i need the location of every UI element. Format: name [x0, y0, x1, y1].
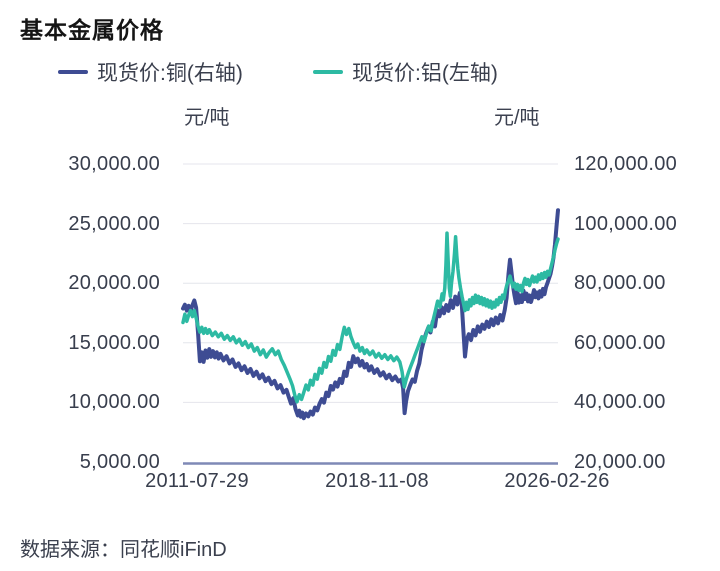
copper-line-swatch — [58, 70, 88, 74]
right-axis-tick: 20,000.00 — [574, 451, 666, 473]
right-axis-tick: 120,000.00 — [574, 153, 678, 175]
legend-label-copper: 现货价:铜(右轴) — [97, 62, 243, 85]
chart-legend: 现货价:铜(右轴) 现货价:铝(左轴) — [0, 57, 720, 85]
left-axis-tick: 30,000.00 — [68, 153, 160, 175]
left-axis-tick: 15,000.00 — [68, 332, 160, 354]
legend-item-copper[interactable]: 现货价:铜(右轴) — [58, 57, 243, 87]
data-source-label: 数据来源：同花顺iFinD — [20, 539, 227, 561]
left-axis-tick: 25,000.00 — [68, 213, 160, 235]
copper-price-line — [181, 208, 560, 421]
right-axis-tick: 100,000.00 — [574, 213, 678, 235]
x-axis-tick: 2011-07-29 — [145, 470, 249, 492]
aluminum-line-swatch — [313, 70, 343, 74]
left-axis-unit: 元/吨 — [184, 107, 230, 129]
page-title: 基本金属价格 — [20, 17, 164, 43]
legend-item-aluminum[interactable]: 现货价:铝(左轴) — [313, 57, 498, 87]
x-axis-tick: 2026-02-26 — [504, 470, 610, 492]
left-axis-tick: 20,000.00 — [68, 272, 160, 294]
right-axis-tick: 80,000.00 — [574, 272, 666, 294]
left-axis-tick: 5,000.00 — [79, 451, 160, 473]
right-axis-tick: 60,000.00 — [574, 332, 666, 354]
aluminum-price-line — [181, 231, 560, 404]
right-axis-unit: 元/吨 — [494, 107, 540, 129]
left-axis-tick: 10,000.00 — [68, 391, 160, 413]
x-axis-tick: 2018-11-08 — [325, 470, 429, 492]
right-axis-tick: 40,000.00 — [574, 391, 666, 413]
legend-label-aluminum: 现货价:铝(左轴) — [352, 62, 498, 85]
